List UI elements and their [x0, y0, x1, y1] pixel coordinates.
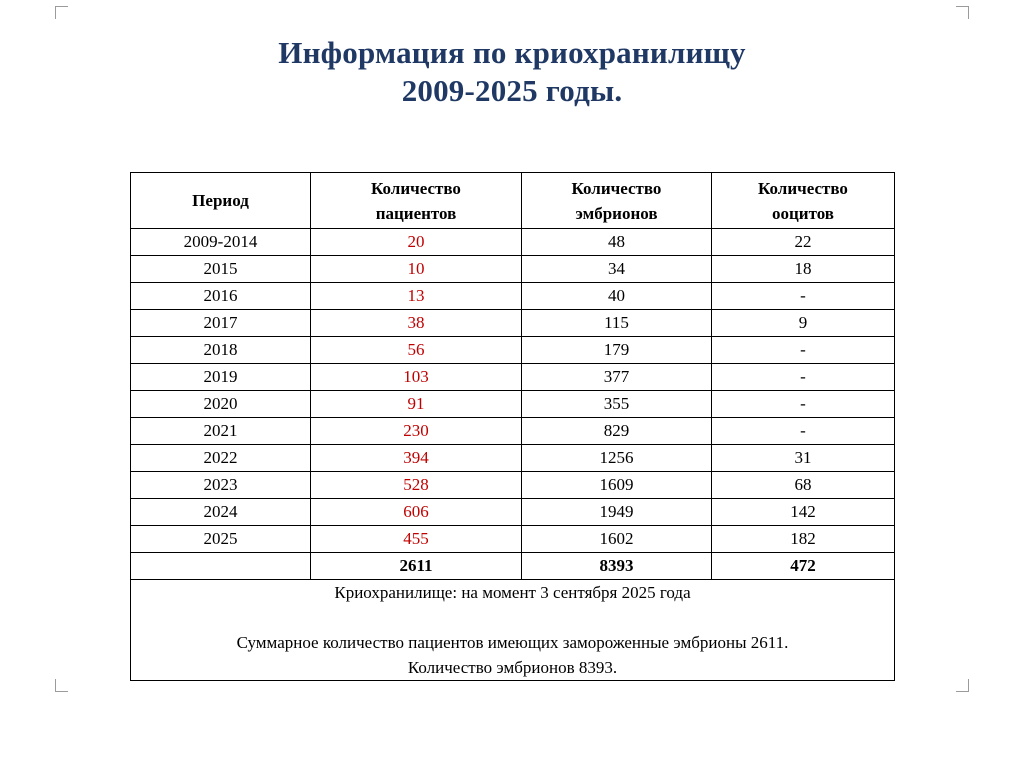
embryos-cell: 179: [521, 336, 712, 364]
header-text: эмбрионов: [575, 203, 658, 223]
patients-cell: 394: [310, 444, 522, 472]
period-cell: 2018: [130, 336, 311, 364]
totals-row: 2611 8393 472: [130, 552, 895, 580]
patients-cell: 606: [310, 498, 522, 526]
period-cell: [130, 552, 311, 580]
footer-line: [131, 605, 894, 630]
embryos-cell: 115: [521, 309, 712, 337]
period-cell: 2020: [130, 390, 311, 418]
header-text: ооцитов: [772, 203, 834, 223]
embryos-cell: 355: [521, 390, 712, 418]
embryos-cell: 1609: [521, 471, 712, 499]
header-text: Количество: [571, 178, 662, 198]
patients-cell: 20: [310, 228, 522, 256]
patients-cell: 455: [310, 525, 522, 553]
oocytes-cell: 22: [711, 228, 895, 256]
patients-cell: 38: [310, 309, 522, 337]
oocytes-cell: 142: [711, 498, 895, 526]
crop-mark: [956, 691, 969, 692]
footer-line: Суммарное количество пациентов имеющих з…: [236, 633, 789, 652]
patients-cell: 91: [310, 390, 522, 418]
embryos-cell: 34: [521, 255, 712, 283]
embryos-cell: 1602: [521, 525, 712, 553]
period-cell: 2021: [130, 417, 311, 445]
col-header-patients: Количество пациентов: [310, 172, 522, 229]
patients-cell: 13: [310, 282, 522, 310]
header-text: Количество: [758, 178, 848, 198]
period-cell: 2022: [130, 444, 311, 472]
crop-mark: [956, 6, 969, 7]
table-row: 2018 56 179-: [130, 336, 895, 364]
cryostorage-table: Период Количество пациентов Количество э…: [130, 172, 895, 681]
period-cell: 2016: [130, 282, 311, 310]
period-cell: 2015: [130, 255, 311, 283]
table-row: 2017 38 115 9: [130, 309, 895, 337]
table-footer-cell: Криохранилище: на момент 3 сентября 2025…: [130, 579, 895, 681]
cryostorage-table-container: Период Количество пациентов Количество э…: [130, 172, 895, 681]
embryos-cell: 377: [521, 363, 712, 391]
header-row: Период Количество пациентов Количество э…: [130, 172, 895, 229]
crop-mark: [968, 6, 969, 19]
period-cell: 2023: [130, 471, 311, 499]
period-cell: 2025: [130, 525, 311, 553]
footer-row: Криохранилище: на момент 3 сентября 2025…: [130, 579, 895, 681]
oocytes-cell: -: [711, 417, 895, 445]
oocytes-cell: 9: [711, 309, 895, 337]
table-row: 2021 230 829-: [130, 417, 895, 445]
patients-cell: 230: [310, 417, 522, 445]
embryos-cell: 48: [521, 228, 712, 256]
footer-line: Количество эмбрионов 8393.: [407, 658, 618, 677]
table-row: 2020 91 355-: [130, 390, 895, 418]
oocytes-cell: -: [711, 282, 895, 310]
oocytes-cell: 18: [711, 255, 895, 283]
table-row: 2015 10 34 18: [130, 255, 895, 283]
oocytes-cell: 68: [711, 471, 895, 499]
table-row: 2025 455 1602 182: [130, 525, 895, 553]
footer-line: Криохранилище: на момент 3 сентября 2025…: [334, 583, 691, 602]
table-row: 2022 394 1256 31: [130, 444, 895, 472]
embryos-cell: 40: [521, 282, 712, 310]
table-row: 2016 13 40-: [130, 282, 895, 310]
oocytes-cell: -: [711, 336, 895, 364]
table-body: 2009-2014 20 48 22 2015 10 34 18 2016 13 40-2017 38…: [130, 228, 895, 580]
title-line-2: 2009-2025 годы.: [401, 73, 623, 108]
table-row: 2009-2014 20 48 22: [130, 228, 895, 256]
period-cell: 2024: [130, 498, 311, 526]
col-header-period: Период: [130, 172, 311, 229]
period-cell: 2009-2014: [130, 228, 311, 256]
embryos-cell: 1949: [521, 498, 712, 526]
crop-mark: [968, 679, 969, 692]
crop-mark: [55, 6, 56, 19]
header-text: пациентов: [375, 203, 457, 223]
period-cell: 2017: [130, 309, 311, 337]
crop-mark: [55, 691, 68, 692]
slide-title: Информация по криохранилищу 2009-2025 го…: [0, 34, 1024, 110]
table-row: 2024 606 1949 142: [130, 498, 895, 526]
patients-cell: 10: [310, 255, 522, 283]
oocytes-cell: -: [711, 390, 895, 418]
header-text: Период: [192, 191, 249, 210]
title-line-1: Информация по криохранилищу: [278, 35, 746, 70]
patients-cell: 528: [310, 471, 522, 499]
patients-cell: 103: [310, 363, 522, 391]
crop-mark: [55, 679, 56, 692]
patients-cell: 2611: [310, 552, 522, 580]
oocytes-cell: 472: [711, 552, 895, 580]
oocytes-cell: 31: [711, 444, 895, 472]
col-header-oocytes: Количество ооцитов: [711, 172, 895, 229]
embryos-cell: 1256: [521, 444, 712, 472]
embryos-cell: 8393: [521, 552, 712, 580]
oocytes-cell: -: [711, 363, 895, 391]
header-text: Количество: [371, 178, 461, 198]
embryos-cell: 829: [521, 417, 712, 445]
col-header-embryos: Количество эмбрионов: [521, 172, 712, 229]
table-row: 2019 103 377-: [130, 363, 895, 391]
table-row: 2023 528 1609 68: [130, 471, 895, 499]
crop-mark: [55, 6, 68, 7]
patients-cell: 56: [310, 336, 522, 364]
period-cell: 2019: [130, 363, 311, 391]
oocytes-cell: 182: [711, 525, 895, 553]
